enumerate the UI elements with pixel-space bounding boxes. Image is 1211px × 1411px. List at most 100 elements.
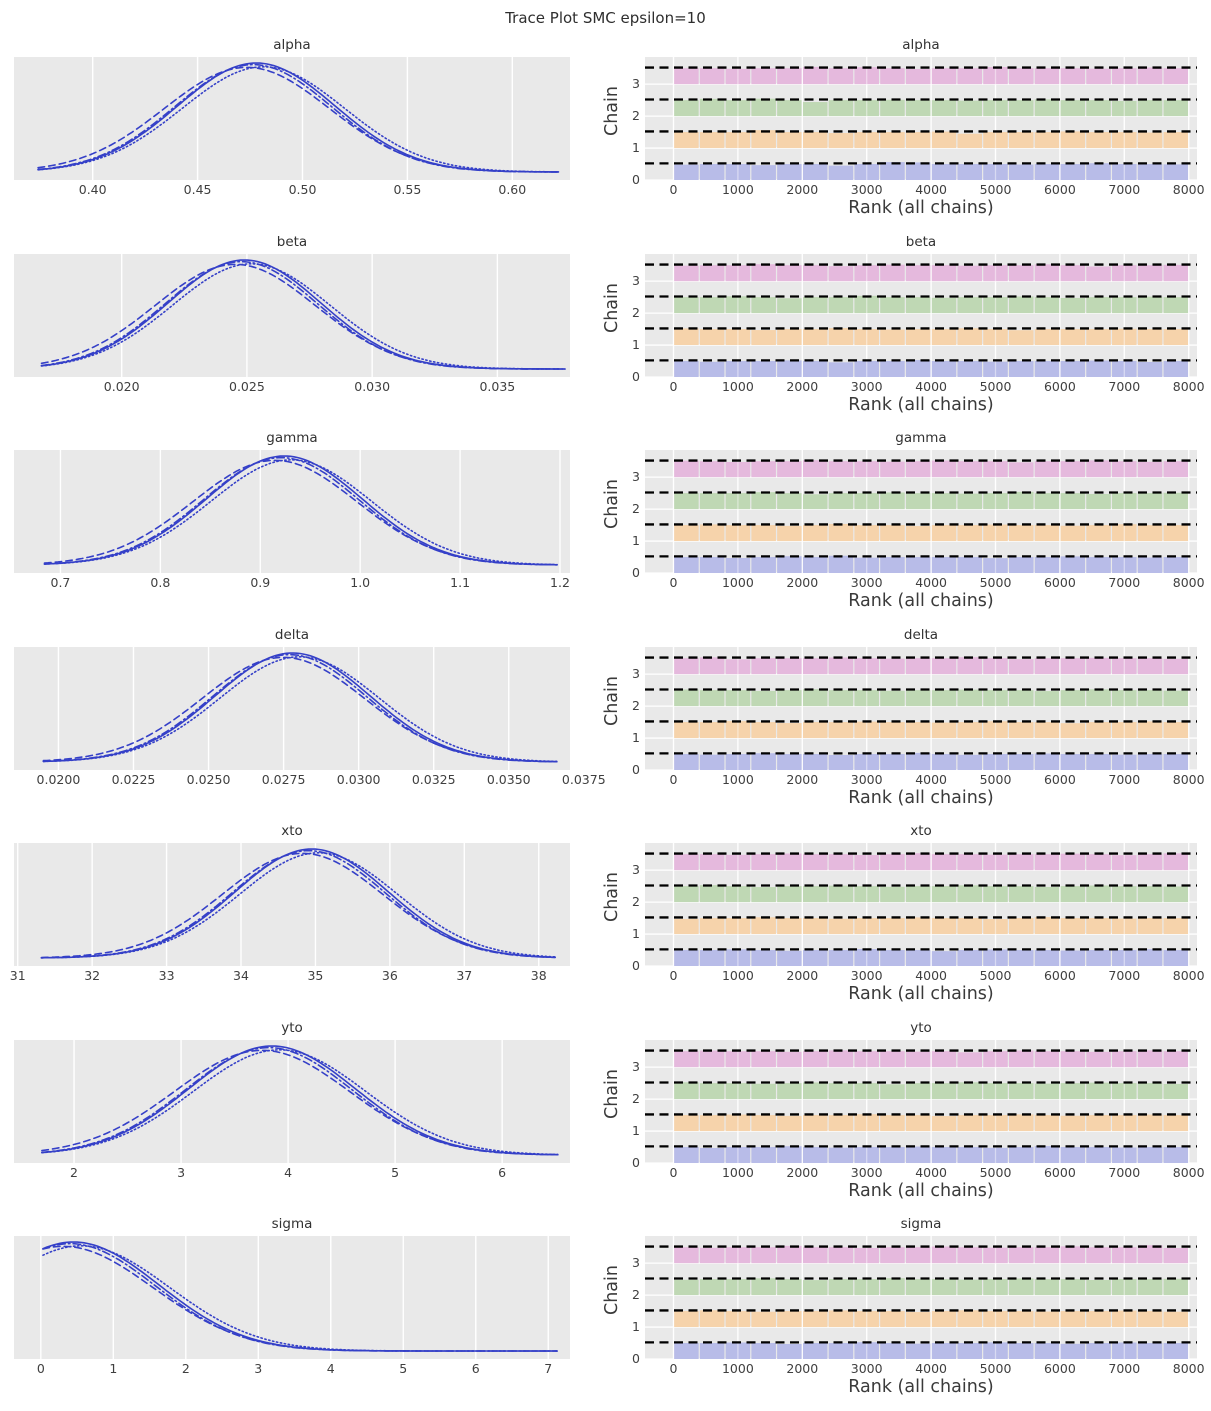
- rank-bar-chain-0: [1008, 1343, 1034, 1359]
- rank-bar-chain-0: [1086, 753, 1111, 770]
- rank-bar-chain-3: [751, 68, 776, 85]
- rank-x-tick-label: 3000: [850, 575, 883, 590]
- kde-curves-svg: [17, 843, 556, 966]
- rank-bar-chain-2: [1008, 1082, 1034, 1099]
- rank-bar-chain-1: [777, 525, 802, 542]
- kde-curve-chain-0: [42, 651, 558, 762]
- rank-bar-chain-1: [1034, 328, 1060, 345]
- rank-bar-chain-3: [828, 265, 854, 281]
- rank-bar-chain-3: [725, 658, 751, 674]
- rank-bar-chain-1: [777, 1311, 802, 1328]
- rank-x-tick-label: 4000: [915, 378, 947, 394]
- rank-x-tick-label: 8000: [1172, 378, 1205, 394]
- kde-curve-chain-3: [42, 655, 558, 762]
- rank-bar-chain-0: [854, 949, 879, 966]
- rank-bar-chain-0: [983, 753, 1008, 770]
- rank-bar-chain-3: [1060, 853, 1086, 871]
- rank-bar-chain-1: [957, 721, 983, 738]
- rank-bar-chain-2: [931, 689, 957, 706]
- rank-bar-chain-3: [725, 461, 751, 478]
- kde-curve-chain-2: [42, 1242, 558, 1352]
- kde-panel: sigma 0 1 2 3 4 5 6 7: [14, 1215, 570, 1378]
- rank-bar-chain-1: [905, 1114, 931, 1131]
- rank-x-tick-label: 7000: [1108, 575, 1141, 590]
- rank-bar-chain-0: [931, 164, 957, 180]
- rank-bar-chain-3: [828, 1049, 854, 1067]
- rank-plot-column: 0 1000 2000 3000 4000 5000 6000 7000 8000 Rank (…: [645, 450, 1205, 617]
- rank-bar-chain-0: [983, 1342, 1008, 1359]
- rank-x-tick-label: 0: [669, 575, 678, 590]
- rank-x-tick-label: 3000: [850, 378, 883, 394]
- kde-curve-chain-1: [41, 1049, 559, 1155]
- kde-x-tick-label: 0: [36, 1361, 45, 1376]
- rank-bar-chain-0: [931, 1146, 957, 1163]
- rank-bar-chain-2: [983, 1082, 1008, 1099]
- rank-bar-chain-3: [931, 1050, 957, 1067]
- rank-bar-chain-1: [1086, 132, 1111, 149]
- rank-bar-chain-1: [1112, 1114, 1137, 1131]
- rank-bar-chain-1: [1137, 918, 1163, 935]
- rank-x-tick-label: 6000: [1043, 968, 1076, 983]
- rank-plot-area: [645, 843, 1197, 966]
- rank-bar-chain-2: [983, 493, 1008, 510]
- rank-bar-chain-1: [777, 132, 802, 149]
- rank-bar-chain-3: [751, 1247, 776, 1264]
- rank-bar-chain-2: [905, 493, 931, 510]
- kde-x-tick-label: 37: [456, 968, 473, 983]
- rank-bar-chain-2: [777, 1082, 802, 1099]
- rank-bar-chain-2: [931, 493, 957, 510]
- rank-bar-chain-2: [1086, 688, 1111, 706]
- rank-bar-chain-3: [1137, 67, 1163, 85]
- rank-bar-chain-0: [777, 1343, 802, 1359]
- rank-bar-chain-0: [802, 753, 828, 770]
- rank-bar-chain-0: [1060, 164, 1086, 180]
- kde-curves-svg: [42, 646, 558, 770]
- kde-panel: alpha 0.40 0.45 0.50 0.55 0.60: [14, 36, 570, 199]
- rank-bar-chain-2: [1086, 100, 1111, 117]
- rank-bar-chain-3: [828, 68, 854, 85]
- rank-bar-chain-1: [802, 525, 828, 542]
- kde-x-tick-label: 4: [326, 1361, 335, 1376]
- kde-curve-chain-0: [41, 1044, 559, 1155]
- rank-bar-chain-2: [905, 1082, 931, 1099]
- rank-bar-chain-3: [1163, 853, 1189, 871]
- rank-bar-chain-1: [725, 1311, 751, 1328]
- rank-bar-chain-2: [699, 689, 725, 706]
- rank-bar-chain-1: [1137, 720, 1163, 738]
- rank-bar-chain-0: [828, 950, 854, 966]
- rank-bar-chain-0: [1008, 557, 1034, 573]
- rank-bar-chain-1: [1086, 918, 1111, 935]
- rank-x-axis-label: Rank (all chains): [848, 591, 994, 611]
- rank-bar-chain-2: [854, 689, 879, 706]
- rank-x-tick-label: 2000: [786, 1361, 819, 1376]
- rank-bar-chain-1: [983, 132, 1008, 149]
- rank-bar-chain-3: [802, 1050, 828, 1067]
- rank-panel-title: gamma: [895, 430, 947, 446]
- rank-x-tick-label: 1000: [721, 1164, 754, 1180]
- rank-bar-chain-0: [957, 164, 983, 180]
- rank-bar-chain-0: [880, 1343, 905, 1359]
- kde-curve-chain-2: [43, 456, 558, 566]
- kde-curve-chain-3: [42, 1244, 558, 1352]
- kde-curve-chain-1: [40, 852, 556, 959]
- rank-x-axis-label: Rank (all chains): [848, 984, 994, 1004]
- rank-bar-chain-3: [699, 461, 725, 478]
- rank-bar-chain-1: [1060, 1311, 1086, 1328]
- kde-curve-chain-2: [40, 849, 556, 959]
- rank-bar-chain-3: [931, 657, 957, 674]
- kde-plot-area: [14, 253, 570, 377]
- rank-plot-area: [645, 1039, 1197, 1163]
- rank-bar-chain-0: [1163, 1146, 1189, 1163]
- rank-x-tick-label: 2000: [786, 771, 819, 787]
- rank-bar-chain-3: [957, 1247, 983, 1264]
- rank-bar-chain-3: [1034, 68, 1060, 85]
- rank-bar-chain-1: [1034, 917, 1060, 935]
- rank-bar-chain-0: [931, 753, 957, 770]
- rank-bar-chain-1: [1137, 1114, 1163, 1131]
- rank-bar-chain-3: [1137, 264, 1163, 281]
- kde-x-tick-label: 7: [544, 1361, 553, 1376]
- rank-bar-chain-1: [1112, 132, 1137, 149]
- rank-y-tick-label: 3: [632, 1255, 640, 1271]
- rank-bar-chain-2: [674, 296, 699, 313]
- rank-x-tick-label: 0: [669, 1164, 678, 1180]
